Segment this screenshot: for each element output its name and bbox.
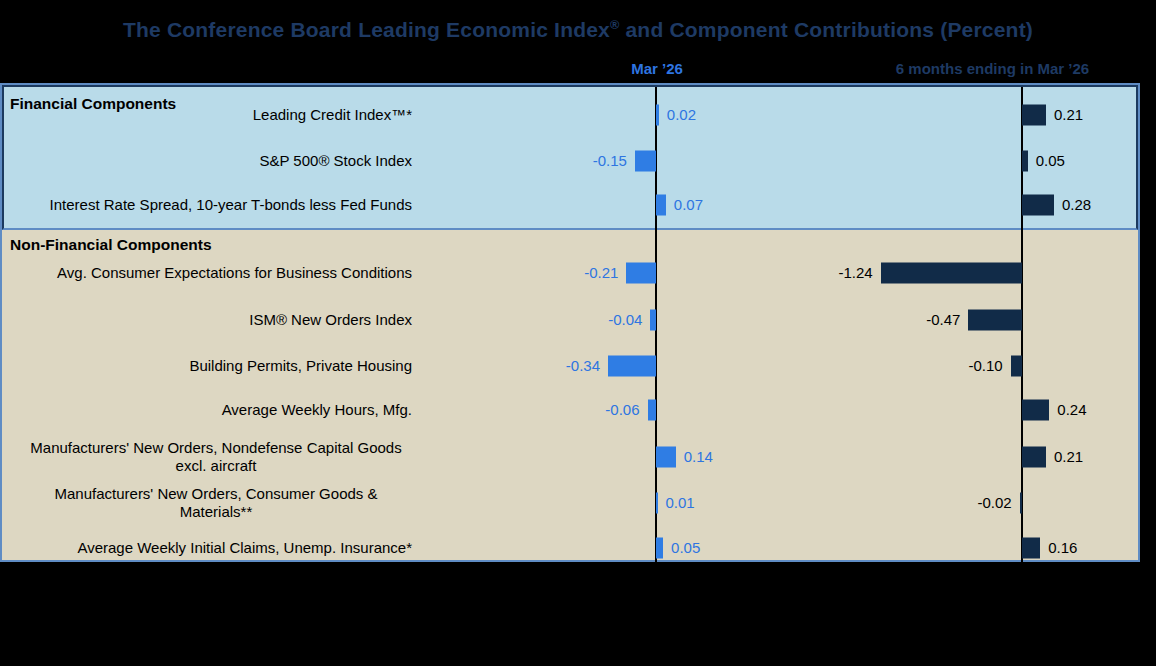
mar-bar [626,263,656,284]
category-label: Interest Rate Spread, 10-year T-bonds le… [8,196,412,214]
mar-bar [656,447,676,468]
six-months-bar [1022,195,1054,216]
category-label: Manufacturers' New Orders, Nondefense Ca… [8,439,412,474]
category-label-text: Average Weekly Initial Claims, Unemp. In… [77,539,412,557]
category-label: Average Weekly Initial Claims, Unemp. In… [8,539,412,557]
category-label: Leading Credit Index™* [8,106,412,124]
six-months-bar [1022,538,1040,559]
category-label: Building Permits, Private Housing [8,357,412,375]
mar-value-label: 0.05 [671,539,700,556]
six-months-value-label: 0.21 [1054,106,1083,123]
six-months-value-label: 0.28 [1062,196,1091,213]
six-months-bar [1022,105,1046,126]
mar-value-label: 0.07 [674,196,703,213]
category-label-text: Manufacturers' New Orders, Nondefense Ca… [20,439,412,474]
category-label: Manufacturers' New Orders, Consumer Good… [8,485,412,520]
mar-bar [656,538,663,559]
six-months-bar [1020,493,1022,514]
six-months-bar [1022,447,1046,468]
six-months-value-label: 0.24 [1057,401,1086,418]
mar-bar [648,400,656,421]
six-months-bar [968,310,1022,331]
six-months-value-label: -0.02 [978,494,1012,511]
six-months-column-header: 6 months ending in Mar ’26 [855,60,1130,77]
six-months-value-label: 0.05 [1036,152,1065,169]
mar-value-label: 0.02 [667,106,696,123]
six-months-value-label: -1.24 [838,264,872,281]
six-months-value-label: -0.10 [968,357,1002,374]
category-label-text: S&P 500® Stock Index [259,152,412,170]
six-months-bar [1022,151,1028,172]
category-label-text: ISM® New Orders Index [249,311,412,329]
category-label: Avg. Consumer Expectations for Business … [8,264,412,282]
mar-bar [656,493,658,514]
mar-value-label: -0.34 [566,357,600,374]
category-label-text: Leading Credit Index™* [253,106,412,124]
mar-bar [656,195,666,216]
category-label: Average Weekly Hours, Mfg. [8,401,412,419]
mar-value-label: 0.14 [684,448,713,465]
mar-value-label: -0.04 [608,311,642,328]
six-months-value-label: -0.47 [926,311,960,328]
mar-value-label: 0.01 [666,494,695,511]
mar-value-label: -0.06 [605,401,639,418]
category-label: S&P 500® Stock Index [8,152,412,170]
six-months-value-label: 0.16 [1048,539,1077,556]
six-months-bar [1011,356,1022,377]
six-months-bar [1022,400,1049,421]
category-label-text: Interest Rate Spread, 10-year T-bonds le… [50,196,412,214]
category-label-text: Average Weekly Hours, Mfg. [222,401,412,419]
six-months-value-label: 0.21 [1054,448,1083,465]
mar-column-header: Mar ’26 [592,60,722,77]
mar-value-label: -0.15 [593,152,627,169]
page-title: The Conference Board Leading Economic In… [0,18,1156,42]
mar-bar [608,356,656,377]
category-label-text: Avg. Consumer Expectations for Business … [57,264,412,282]
mar-bar [656,105,659,126]
category-label-text: Manufacturers' New Orders, Consumer Good… [20,485,412,520]
six-months-bar [881,263,1022,284]
category-label-text: Building Permits, Private Housing [189,357,412,375]
non-financial-section-label: Non-Financial Components [10,236,212,254]
category-label: ISM® New Orders Index [8,311,412,329]
mar-bar [650,310,656,331]
mar-bar [635,151,656,172]
mar-value-label: -0.21 [584,264,618,281]
